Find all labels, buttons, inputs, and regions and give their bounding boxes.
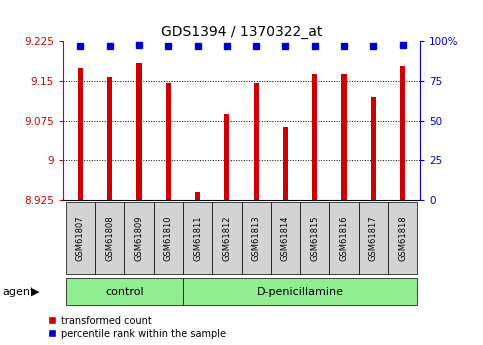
- Text: agent: agent: [2, 287, 35, 296]
- Bar: [107, 77, 113, 200]
- Text: GSM61818: GSM61818: [398, 215, 407, 261]
- FancyBboxPatch shape: [329, 201, 359, 275]
- Bar: [400, 66, 405, 200]
- FancyBboxPatch shape: [388, 201, 417, 275]
- Text: ▶: ▶: [31, 287, 40, 296]
- FancyBboxPatch shape: [95, 201, 124, 275]
- Text: GSM61817: GSM61817: [369, 215, 378, 261]
- Text: GSM61816: GSM61816: [340, 215, 349, 261]
- FancyBboxPatch shape: [124, 201, 154, 275]
- Text: GSM61807: GSM61807: [76, 215, 85, 261]
- Bar: [136, 62, 142, 200]
- Legend: transformed count, percentile rank within the sample: transformed count, percentile rank withi…: [43, 312, 230, 343]
- Bar: [312, 74, 317, 200]
- Title: GDS1394 / 1370322_at: GDS1394 / 1370322_at: [161, 25, 322, 39]
- FancyBboxPatch shape: [359, 201, 388, 275]
- Text: GSM61812: GSM61812: [222, 215, 231, 261]
- Bar: [78, 68, 83, 200]
- Text: GSM61814: GSM61814: [281, 215, 290, 261]
- FancyBboxPatch shape: [154, 201, 183, 275]
- FancyBboxPatch shape: [183, 201, 212, 275]
- Text: GSM61810: GSM61810: [164, 215, 173, 261]
- FancyBboxPatch shape: [212, 201, 242, 275]
- Bar: [166, 83, 171, 200]
- Bar: [341, 74, 347, 200]
- Text: GSM61815: GSM61815: [310, 215, 319, 261]
- FancyBboxPatch shape: [66, 201, 95, 275]
- Text: D-penicillamine: D-penicillamine: [256, 287, 343, 296]
- Bar: [283, 127, 288, 200]
- FancyBboxPatch shape: [300, 201, 329, 275]
- Text: GSM61811: GSM61811: [193, 215, 202, 261]
- FancyBboxPatch shape: [242, 201, 271, 275]
- Bar: [370, 97, 376, 200]
- Bar: [224, 114, 229, 200]
- Text: GSM61813: GSM61813: [252, 215, 261, 261]
- Text: GSM61808: GSM61808: [105, 215, 114, 261]
- Text: GSM61809: GSM61809: [134, 215, 143, 261]
- Bar: [195, 192, 200, 200]
- FancyBboxPatch shape: [183, 277, 417, 306]
- Text: control: control: [105, 287, 143, 296]
- FancyBboxPatch shape: [271, 201, 300, 275]
- FancyBboxPatch shape: [66, 277, 183, 306]
- Bar: [254, 83, 259, 200]
